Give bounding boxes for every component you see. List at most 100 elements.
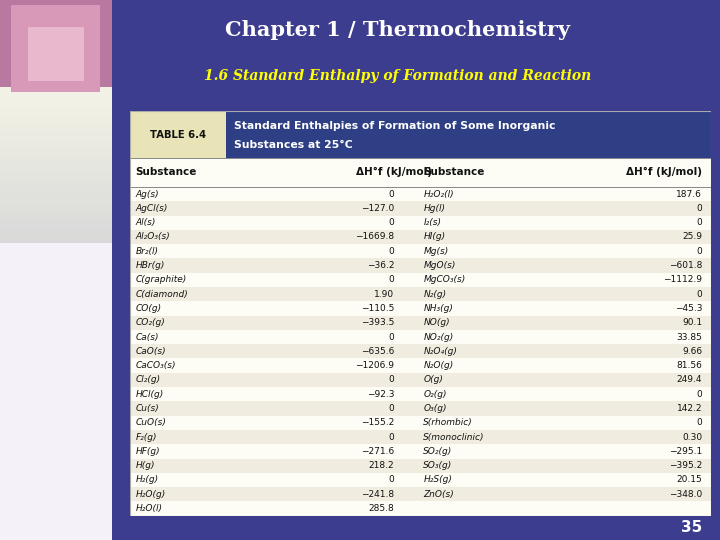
Text: SO₂(g): SO₂(g) bbox=[423, 447, 452, 456]
Text: 0: 0 bbox=[389, 375, 395, 384]
Bar bbox=[0, 126, 112, 141]
Bar bbox=[0, 174, 112, 190]
Text: Cl₂(g): Cl₂(g) bbox=[135, 375, 161, 384]
Text: NH₃(g): NH₃(g) bbox=[423, 304, 453, 313]
Bar bbox=[130, 187, 711, 201]
Text: 0: 0 bbox=[696, 289, 702, 299]
Text: NO₂(g): NO₂(g) bbox=[423, 333, 454, 341]
Text: Hg(l): Hg(l) bbox=[423, 204, 445, 213]
Bar bbox=[28, 27, 84, 81]
Text: CO(g): CO(g) bbox=[135, 304, 162, 313]
Text: O₂(g): O₂(g) bbox=[423, 390, 447, 399]
Text: Substance: Substance bbox=[423, 167, 485, 178]
Bar bbox=[0, 0, 112, 97]
Text: Br₂(l): Br₂(l) bbox=[135, 247, 158, 256]
Bar bbox=[0, 155, 112, 170]
Text: Substance: Substance bbox=[135, 167, 197, 178]
Text: 81.56: 81.56 bbox=[676, 361, 702, 370]
Text: Al₂O₃(s): Al₂O₃(s) bbox=[135, 233, 171, 241]
Bar bbox=[0, 179, 112, 194]
Text: 35: 35 bbox=[680, 521, 702, 535]
Text: H₂O(l): H₂O(l) bbox=[135, 504, 163, 513]
Text: −241.8: −241.8 bbox=[361, 490, 395, 499]
Text: Standard Enthalpies of Formation of Some Inorganic: Standard Enthalpies of Formation of Some… bbox=[235, 121, 556, 131]
Text: Al(s): Al(s) bbox=[135, 218, 156, 227]
Text: 142.2: 142.2 bbox=[677, 404, 702, 413]
Text: HBr(g): HBr(g) bbox=[135, 261, 165, 270]
Bar bbox=[130, 230, 711, 244]
Bar bbox=[0, 140, 112, 156]
Text: N₂O₄(g): N₂O₄(g) bbox=[423, 347, 457, 356]
Text: 25.9: 25.9 bbox=[682, 233, 702, 241]
Bar bbox=[0, 150, 112, 165]
Text: 1.6 Standard Enthalpy of Formation and Reaction: 1.6 Standard Enthalpy of Formation and R… bbox=[204, 69, 591, 83]
Text: −1112.9: −1112.9 bbox=[663, 275, 702, 285]
Text: −36.2: −36.2 bbox=[366, 261, 395, 270]
Bar bbox=[130, 359, 711, 373]
Bar bbox=[0, 223, 112, 238]
Text: C(diamond): C(diamond) bbox=[135, 289, 189, 299]
Text: −92.3: −92.3 bbox=[366, 390, 395, 399]
Bar bbox=[130, 344, 711, 359]
Bar bbox=[130, 301, 711, 315]
Bar bbox=[0, 189, 112, 204]
Bar bbox=[0, 194, 112, 209]
Text: S(monoclinic): S(monoclinic) bbox=[423, 433, 485, 442]
Text: Ag(s): Ag(s) bbox=[135, 190, 159, 199]
Text: −127.0: −127.0 bbox=[361, 204, 395, 213]
Text: HF(g): HF(g) bbox=[135, 447, 161, 456]
Bar bbox=[130, 487, 711, 502]
Text: 218.2: 218.2 bbox=[369, 461, 395, 470]
Bar bbox=[130, 201, 711, 215]
Text: H₂O₂(l): H₂O₂(l) bbox=[423, 190, 454, 199]
Text: 249.4: 249.4 bbox=[677, 375, 702, 384]
Text: −395.2: −395.2 bbox=[669, 461, 702, 470]
Text: 0: 0 bbox=[389, 333, 395, 341]
Bar bbox=[0, 218, 112, 233]
Bar bbox=[0, 208, 112, 224]
Bar bbox=[130, 287, 711, 301]
Bar bbox=[130, 444, 711, 458]
Text: Mg(s): Mg(s) bbox=[423, 247, 449, 256]
Text: 0: 0 bbox=[389, 433, 395, 442]
Text: 20.15: 20.15 bbox=[676, 475, 702, 484]
Text: Substances at 25°C: Substances at 25°C bbox=[235, 140, 354, 150]
Bar bbox=[0, 92, 112, 107]
Bar bbox=[130, 430, 711, 444]
Bar bbox=[130, 244, 711, 259]
Bar bbox=[0, 102, 112, 117]
Text: CaCO₃(s): CaCO₃(s) bbox=[135, 361, 176, 370]
Text: N₂O(g): N₂O(g) bbox=[423, 361, 454, 370]
Bar bbox=[0, 228, 112, 243]
Bar bbox=[0, 243, 112, 540]
Bar bbox=[0, 131, 112, 146]
Text: −295.1: −295.1 bbox=[669, 447, 702, 456]
Text: 0: 0 bbox=[389, 247, 395, 256]
Text: 0: 0 bbox=[389, 475, 395, 484]
Text: −155.2: −155.2 bbox=[361, 418, 395, 427]
Text: TABLE 6.4: TABLE 6.4 bbox=[150, 130, 206, 140]
Text: 187.6: 187.6 bbox=[676, 190, 702, 199]
Text: Cu(s): Cu(s) bbox=[135, 404, 159, 413]
Bar bbox=[0, 170, 112, 185]
Bar bbox=[0, 145, 112, 160]
Text: 0: 0 bbox=[696, 418, 702, 427]
Text: O₃(g): O₃(g) bbox=[423, 404, 447, 413]
Text: 0: 0 bbox=[696, 390, 702, 399]
Bar bbox=[130, 259, 711, 273]
Text: AgCl(s): AgCl(s) bbox=[135, 204, 168, 213]
Bar bbox=[130, 401, 711, 416]
Bar bbox=[130, 416, 711, 430]
Text: HI(g): HI(g) bbox=[423, 233, 446, 241]
Bar bbox=[0, 121, 112, 136]
Text: 0: 0 bbox=[696, 204, 702, 213]
Text: CO₂(g): CO₂(g) bbox=[135, 318, 166, 327]
Text: −45.3: −45.3 bbox=[675, 304, 702, 313]
Bar bbox=[130, 458, 711, 473]
Text: H₂S(g): H₂S(g) bbox=[423, 475, 452, 484]
Text: N₂(g): N₂(g) bbox=[423, 289, 446, 299]
Text: ZnO(s): ZnO(s) bbox=[423, 490, 454, 499]
Text: −271.6: −271.6 bbox=[361, 447, 395, 456]
Bar bbox=[0, 136, 112, 151]
Bar bbox=[0, 160, 112, 175]
